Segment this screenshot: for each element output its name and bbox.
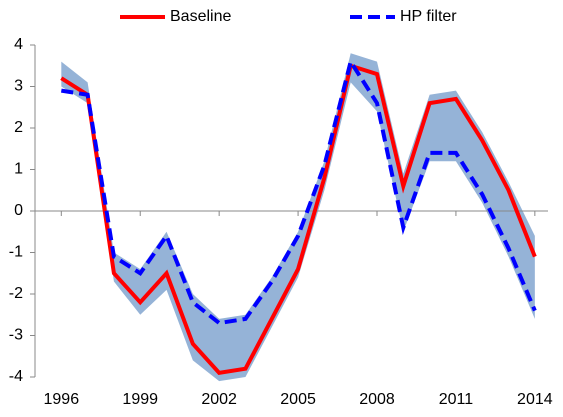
x-tick-label: 2011: [439, 391, 474, 408]
y-tick-label: -1: [9, 244, 23, 261]
y-tick-label: 3: [14, 78, 23, 95]
y-tick-label: 2: [14, 119, 23, 136]
x-tick-label: 1996: [44, 391, 80, 408]
legend-label: Baseline: [170, 8, 231, 25]
y-tick-label: -4: [9, 368, 23, 385]
x-tick-label: 2005: [280, 391, 316, 408]
x-tick-label: 1999: [122, 391, 158, 408]
legend-label: HP filter: [400, 8, 457, 25]
x-tick-label: 2014: [517, 391, 553, 408]
y-tick-label: 0: [14, 202, 23, 219]
x-tick-label: 2008: [359, 391, 395, 408]
y-tick-label: -2: [9, 285, 23, 302]
y-tick-label: 1: [14, 161, 23, 178]
x-tick-label: 2002: [201, 391, 237, 408]
band-area: [61, 53, 535, 382]
line-series: [60, 63, 537, 375]
y-tick-label: -3: [9, 327, 23, 344]
y-tick-label: 4: [14, 36, 23, 53]
line-series: [60, 56, 537, 326]
